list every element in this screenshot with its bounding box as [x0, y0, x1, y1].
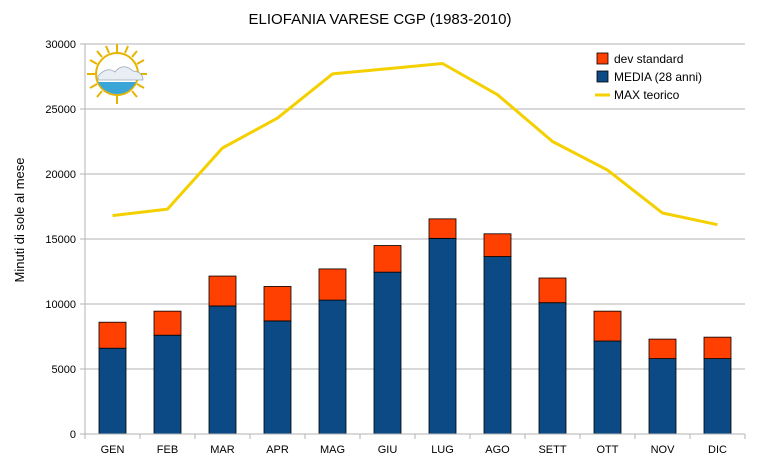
- bar-media: [263, 320, 292, 435]
- legend-label-max-teorico: MAX teorico: [614, 88, 680, 102]
- bar-media: [373, 271, 402, 435]
- x-tick-label: FEB: [157, 444, 178, 456]
- x-tick-label: MAG: [320, 444, 345, 456]
- line-group: [112, 62, 718, 227]
- x-tick-label: LUG: [431, 444, 454, 456]
- logo-icon: [87, 44, 147, 104]
- bar-dev-standard: [318, 268, 347, 301]
- bar-dev-standard: [373, 245, 402, 273]
- bar-dev-standard: [648, 338, 677, 360]
- bar-dev-standard: [98, 321, 127, 349]
- chart-title: ELIOFANIA VARESE CGP (1983-2010): [249, 11, 512, 28]
- y-tick-label: 15000: [45, 234, 76, 246]
- x-tick-label: OTT: [597, 444, 619, 456]
- y-tick-label: 25000: [45, 104, 76, 116]
- legend-label-dev-standard: dev standard: [614, 52, 683, 66]
- bar-media: [538, 302, 567, 435]
- bar-dev-standard: [703, 336, 732, 359]
- line-max-teorico: [112, 62, 718, 227]
- legend-swatch-dev-standard: [596, 52, 609, 65]
- bar-media: [98, 347, 127, 435]
- y-tick-label: 0: [70, 429, 76, 441]
- bars-group: [98, 218, 732, 435]
- bar-dev-standard: [263, 286, 292, 322]
- bar-media: [153, 334, 182, 435]
- x-tick-label: MAR: [210, 444, 235, 456]
- y-tick-label: 10000: [45, 299, 76, 311]
- bar-dev-standard: [483, 233, 512, 257]
- bar-dev-standard: [428, 218, 457, 239]
- x-tick-label: NOV: [651, 444, 676, 456]
- legend-swatch-media: [596, 70, 609, 83]
- legend-label-media: MEDIA (28 anni): [614, 70, 702, 84]
- legend: dev standard MEDIA (28 anni) MAX teorico: [595, 52, 702, 102]
- bar-dev-standard: [538, 277, 567, 304]
- axes: [80, 43, 746, 439]
- bar-media: [648, 358, 677, 435]
- bar-media: [208, 305, 237, 435]
- x-tick-label: SETT: [538, 444, 566, 456]
- x-tick-label: GIU: [378, 444, 398, 456]
- tick-labels: 0 5000 10000 15000 20000 25000 30000 GEN FEB MAR A…: [45, 39, 727, 456]
- bar-dev-standard: [153, 310, 182, 336]
- bar-media: [318, 299, 347, 435]
- y-tick-label: 30000: [45, 39, 76, 51]
- x-tick-label: GEN: [101, 444, 125, 456]
- x-tick-label: DIC: [708, 444, 727, 456]
- bar-media: [703, 358, 732, 435]
- bar-media: [593, 340, 622, 435]
- bar-media: [483, 256, 512, 435]
- y-tick-label: 20000: [45, 169, 76, 181]
- bar-media: [428, 237, 457, 435]
- bar-dev-standard: [593, 310, 622, 342]
- x-tick-label: AGO: [485, 444, 510, 456]
- gridlines: [85, 43, 745, 370]
- bar-dev-standard: [208, 275, 237, 307]
- x-tick-label: APR: [266, 444, 289, 456]
- y-axis-label: Minuti di sole al mese: [12, 158, 27, 283]
- y-tick-label: 5000: [52, 364, 76, 376]
